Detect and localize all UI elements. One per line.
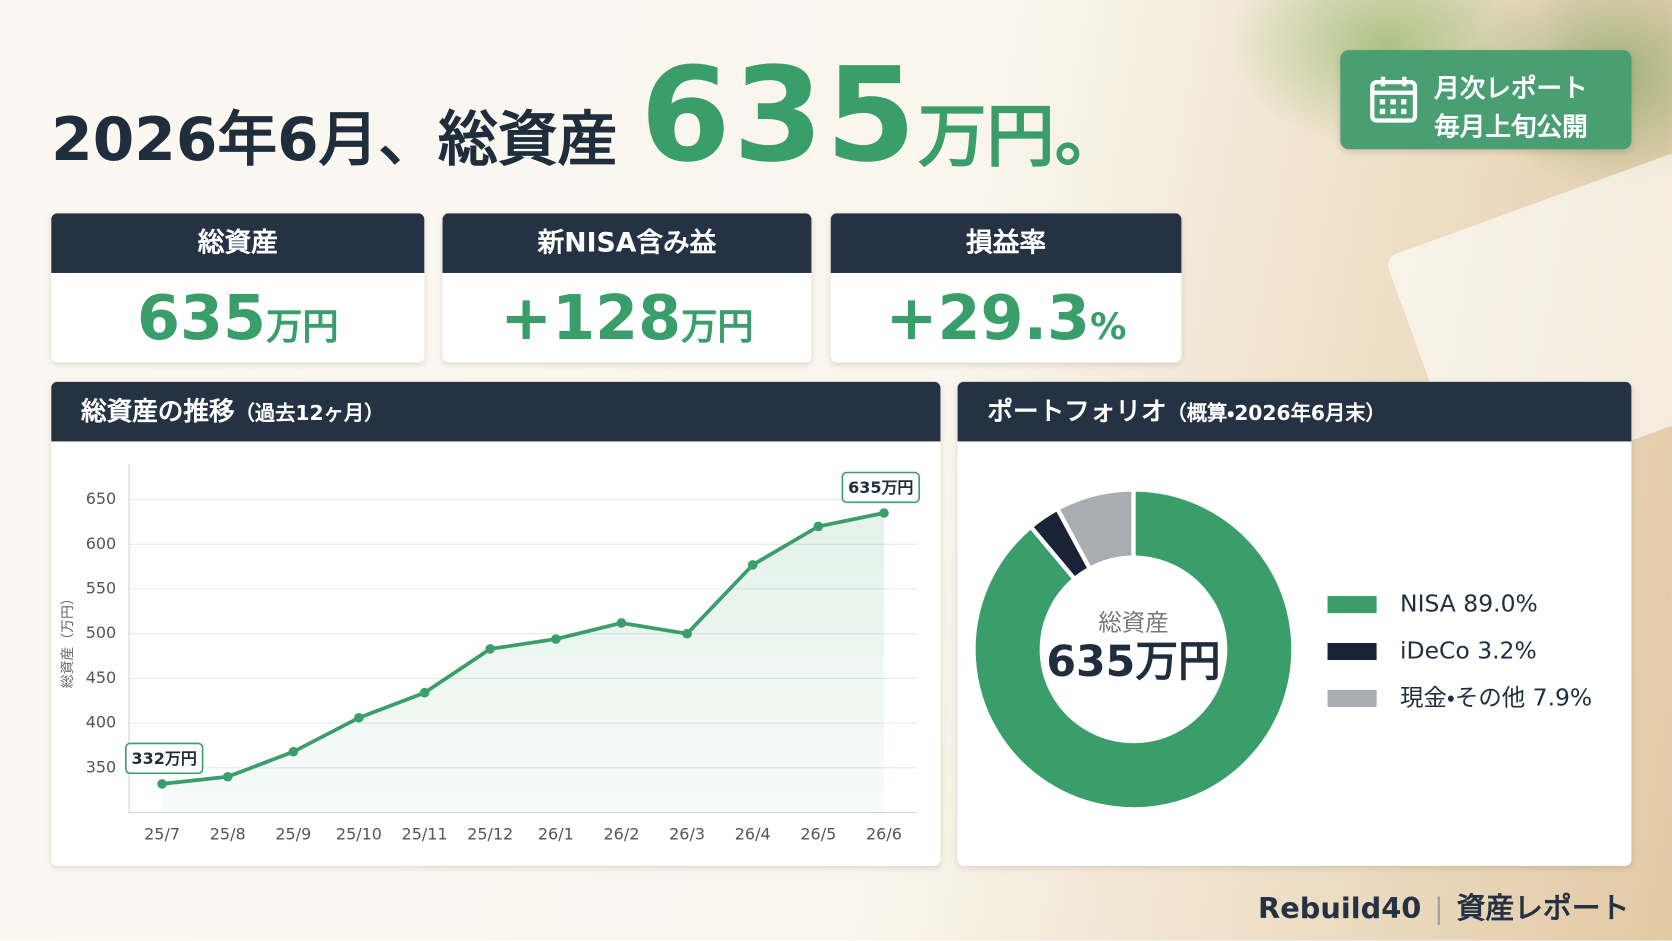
footer-label: 資産レポート — [1456, 892, 1630, 926]
brand: Rebuild40 — [1258, 892, 1422, 926]
point — [682, 628, 692, 639]
value-label: 332万円 — [132, 749, 197, 768]
kpi-unit: % — [1090, 306, 1127, 349]
kpi-unit: 万円 — [266, 306, 339, 349]
y-tick-label: 400 — [86, 713, 117, 732]
legend-name: NISA — [1400, 589, 1456, 617]
x-tick-label: 25/10 — [336, 824, 382, 843]
y-tick-label: 450 — [86, 668, 117, 687]
panel-subtitle: （概算・2026年6月末） — [1166, 401, 1386, 426]
kpi-value: +128万円 — [443, 273, 812, 363]
center-value: 635万円 — [1046, 637, 1220, 687]
kpi-label: 損益率 — [830, 213, 1182, 273]
footer: Rebuild40 | 資産レポート — [1258, 885, 1629, 927]
kpi-value: +29.3% — [831, 273, 1182, 363]
headline: 2026年6月、総資産 635万円。 — [51, 50, 1123, 180]
legend-name: iDeCo — [1400, 636, 1470, 664]
legend-entry: 現金・その他 7.9% — [1400, 683, 1592, 711]
kpi-label: 総資産 — [51, 213, 425, 273]
x-tick-label: 25/9 — [275, 824, 311, 843]
kpi-unit: 万円 — [681, 306, 754, 349]
legend-swatch — [1327, 596, 1377, 614]
x-tick-label: 26/5 — [800, 824, 836, 843]
kpi-number: +29.3 — [885, 281, 1091, 355]
kpi-label: 新NISA含み益 — [442, 213, 812, 273]
legend-swatch — [1327, 689, 1377, 707]
badge: 月次レポート 毎月上旬公開 — [1340, 50, 1632, 150]
kpi-card: 新NISA含み益 +128万円 — [442, 213, 812, 363]
headline-unit: 万円。 — [918, 98, 1123, 178]
legend-entry: iDeCo 3.2% — [1400, 636, 1537, 664]
y-tick-label: 350 — [86, 757, 117, 776]
kpi-value: 635万円 — [51, 273, 424, 363]
point — [354, 712, 364, 723]
value-label-box — [841, 471, 920, 504]
donut-segment — [1054, 487, 1136, 572]
kpi-card: 損益率 +29.3% — [830, 213, 1182, 363]
legend-value: 3.2% — [1477, 636, 1537, 664]
x-tick-label: 25/11 — [402, 824, 448, 843]
x-tick-label: 26/2 — [604, 824, 640, 843]
value-label-box — [125, 742, 204, 775]
point — [485, 644, 496, 654]
legend-value: 7.9% — [1533, 683, 1593, 711]
donut-segment — [971, 487, 1296, 812]
calendar-icon — [1370, 76, 1418, 123]
y-tick-label: 500 — [86, 623, 117, 642]
point — [879, 508, 889, 518]
panel-header: ポートフォリオ（概算・2026年6月末） — [957, 381, 1632, 442]
x-tick-label: 25/8 — [210, 824, 246, 843]
point — [551, 634, 561, 644]
badge-line: 毎月上旬公開 — [1434, 111, 1588, 142]
x-tick-label: 26/6 — [866, 824, 902, 843]
panel-subtitle: （過去12ヶ月） — [234, 401, 385, 426]
legend-swatch — [1327, 642, 1377, 661]
badge-line: 月次レポート — [1434, 73, 1588, 104]
y-tick-label: 650 — [86, 489, 117, 508]
y-tick-label: 550 — [86, 579, 117, 598]
line — [161, 511, 885, 786]
point — [419, 687, 430, 698]
panel-title: ポートフォリオ — [987, 396, 1167, 427]
y-axis-label: 総資産（万円） — [60, 591, 76, 688]
center-label: 総資産 — [1098, 608, 1168, 636]
x-tick-label: 26/4 — [735, 824, 771, 843]
kpi-number: 635 — [136, 281, 267, 355]
panel-title: 総資産の推移 — [81, 396, 235, 427]
point — [616, 618, 627, 628]
value-label: 635万円 — [848, 478, 913, 497]
x-tick-label: 26/1 — [538, 824, 574, 843]
kpi-card: 総資産 635万円 — [51, 213, 425, 363]
legend-name: 現金・その他 — [1400, 683, 1525, 711]
point — [813, 521, 824, 532]
x-tick-label: 25/12 — [467, 824, 513, 843]
headline-value: 635 — [640, 39, 919, 191]
separator: | — [1434, 892, 1444, 926]
y-tick-label: 600 — [86, 534, 117, 553]
kpi-number: +128 — [500, 281, 682, 355]
panel-header: 総資産の推移（過去12ヶ月） — [51, 381, 941, 442]
point — [288, 746, 299, 757]
point — [157, 779, 167, 789]
x-tick-label: 25/7 — [144, 824, 180, 843]
legend-entry: NISA 89.0% — [1400, 589, 1538, 617]
legend-value: 89.0% — [1463, 589, 1537, 617]
area — [162, 513, 884, 813]
point — [222, 771, 233, 782]
x-tick-label: 26/3 — [669, 824, 705, 843]
headline-prefix: 2026年6月、総資産 — [51, 105, 618, 175]
point — [747, 560, 758, 570]
